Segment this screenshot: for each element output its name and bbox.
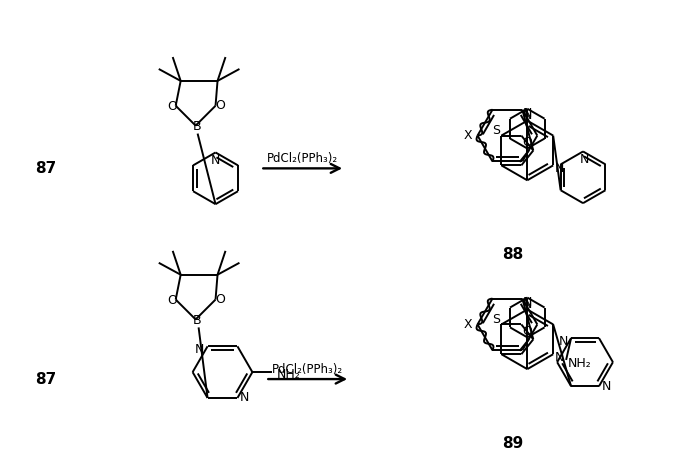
Text: N: N xyxy=(559,335,568,348)
Text: 89: 89 xyxy=(502,436,523,451)
Text: X: X xyxy=(463,318,472,331)
Text: S: S xyxy=(493,313,500,326)
Text: N: N xyxy=(211,154,220,167)
Text: NH₂: NH₂ xyxy=(568,357,592,371)
Text: N: N xyxy=(554,351,564,364)
Text: N: N xyxy=(580,153,589,166)
Text: O: O xyxy=(216,99,225,112)
Text: S: S xyxy=(493,124,500,137)
Text: O: O xyxy=(167,100,176,113)
Text: 87: 87 xyxy=(36,372,57,387)
Text: N: N xyxy=(523,107,532,120)
Text: NH₂: NH₂ xyxy=(276,367,300,381)
Text: O: O xyxy=(522,325,532,338)
Text: 88: 88 xyxy=(502,247,523,262)
Text: O: O xyxy=(522,136,532,149)
Text: O: O xyxy=(216,293,225,306)
Text: N: N xyxy=(239,392,249,404)
Text: N: N xyxy=(195,343,204,356)
Text: N: N xyxy=(523,298,532,311)
Text: PdCl₂(PPh₃)₂: PdCl₂(PPh₃)₂ xyxy=(267,152,338,165)
Text: PdCl₂(PPh₃)₂: PdCl₂(PPh₃)₂ xyxy=(272,363,343,376)
Text: N: N xyxy=(601,380,610,393)
Text: O: O xyxy=(167,294,176,307)
Text: B: B xyxy=(193,314,201,327)
Text: N: N xyxy=(554,162,564,175)
Text: 87: 87 xyxy=(36,161,57,176)
Text: B: B xyxy=(193,120,201,133)
Text: N: N xyxy=(523,296,532,309)
Text: N: N xyxy=(523,109,532,122)
Text: X: X xyxy=(463,129,472,142)
